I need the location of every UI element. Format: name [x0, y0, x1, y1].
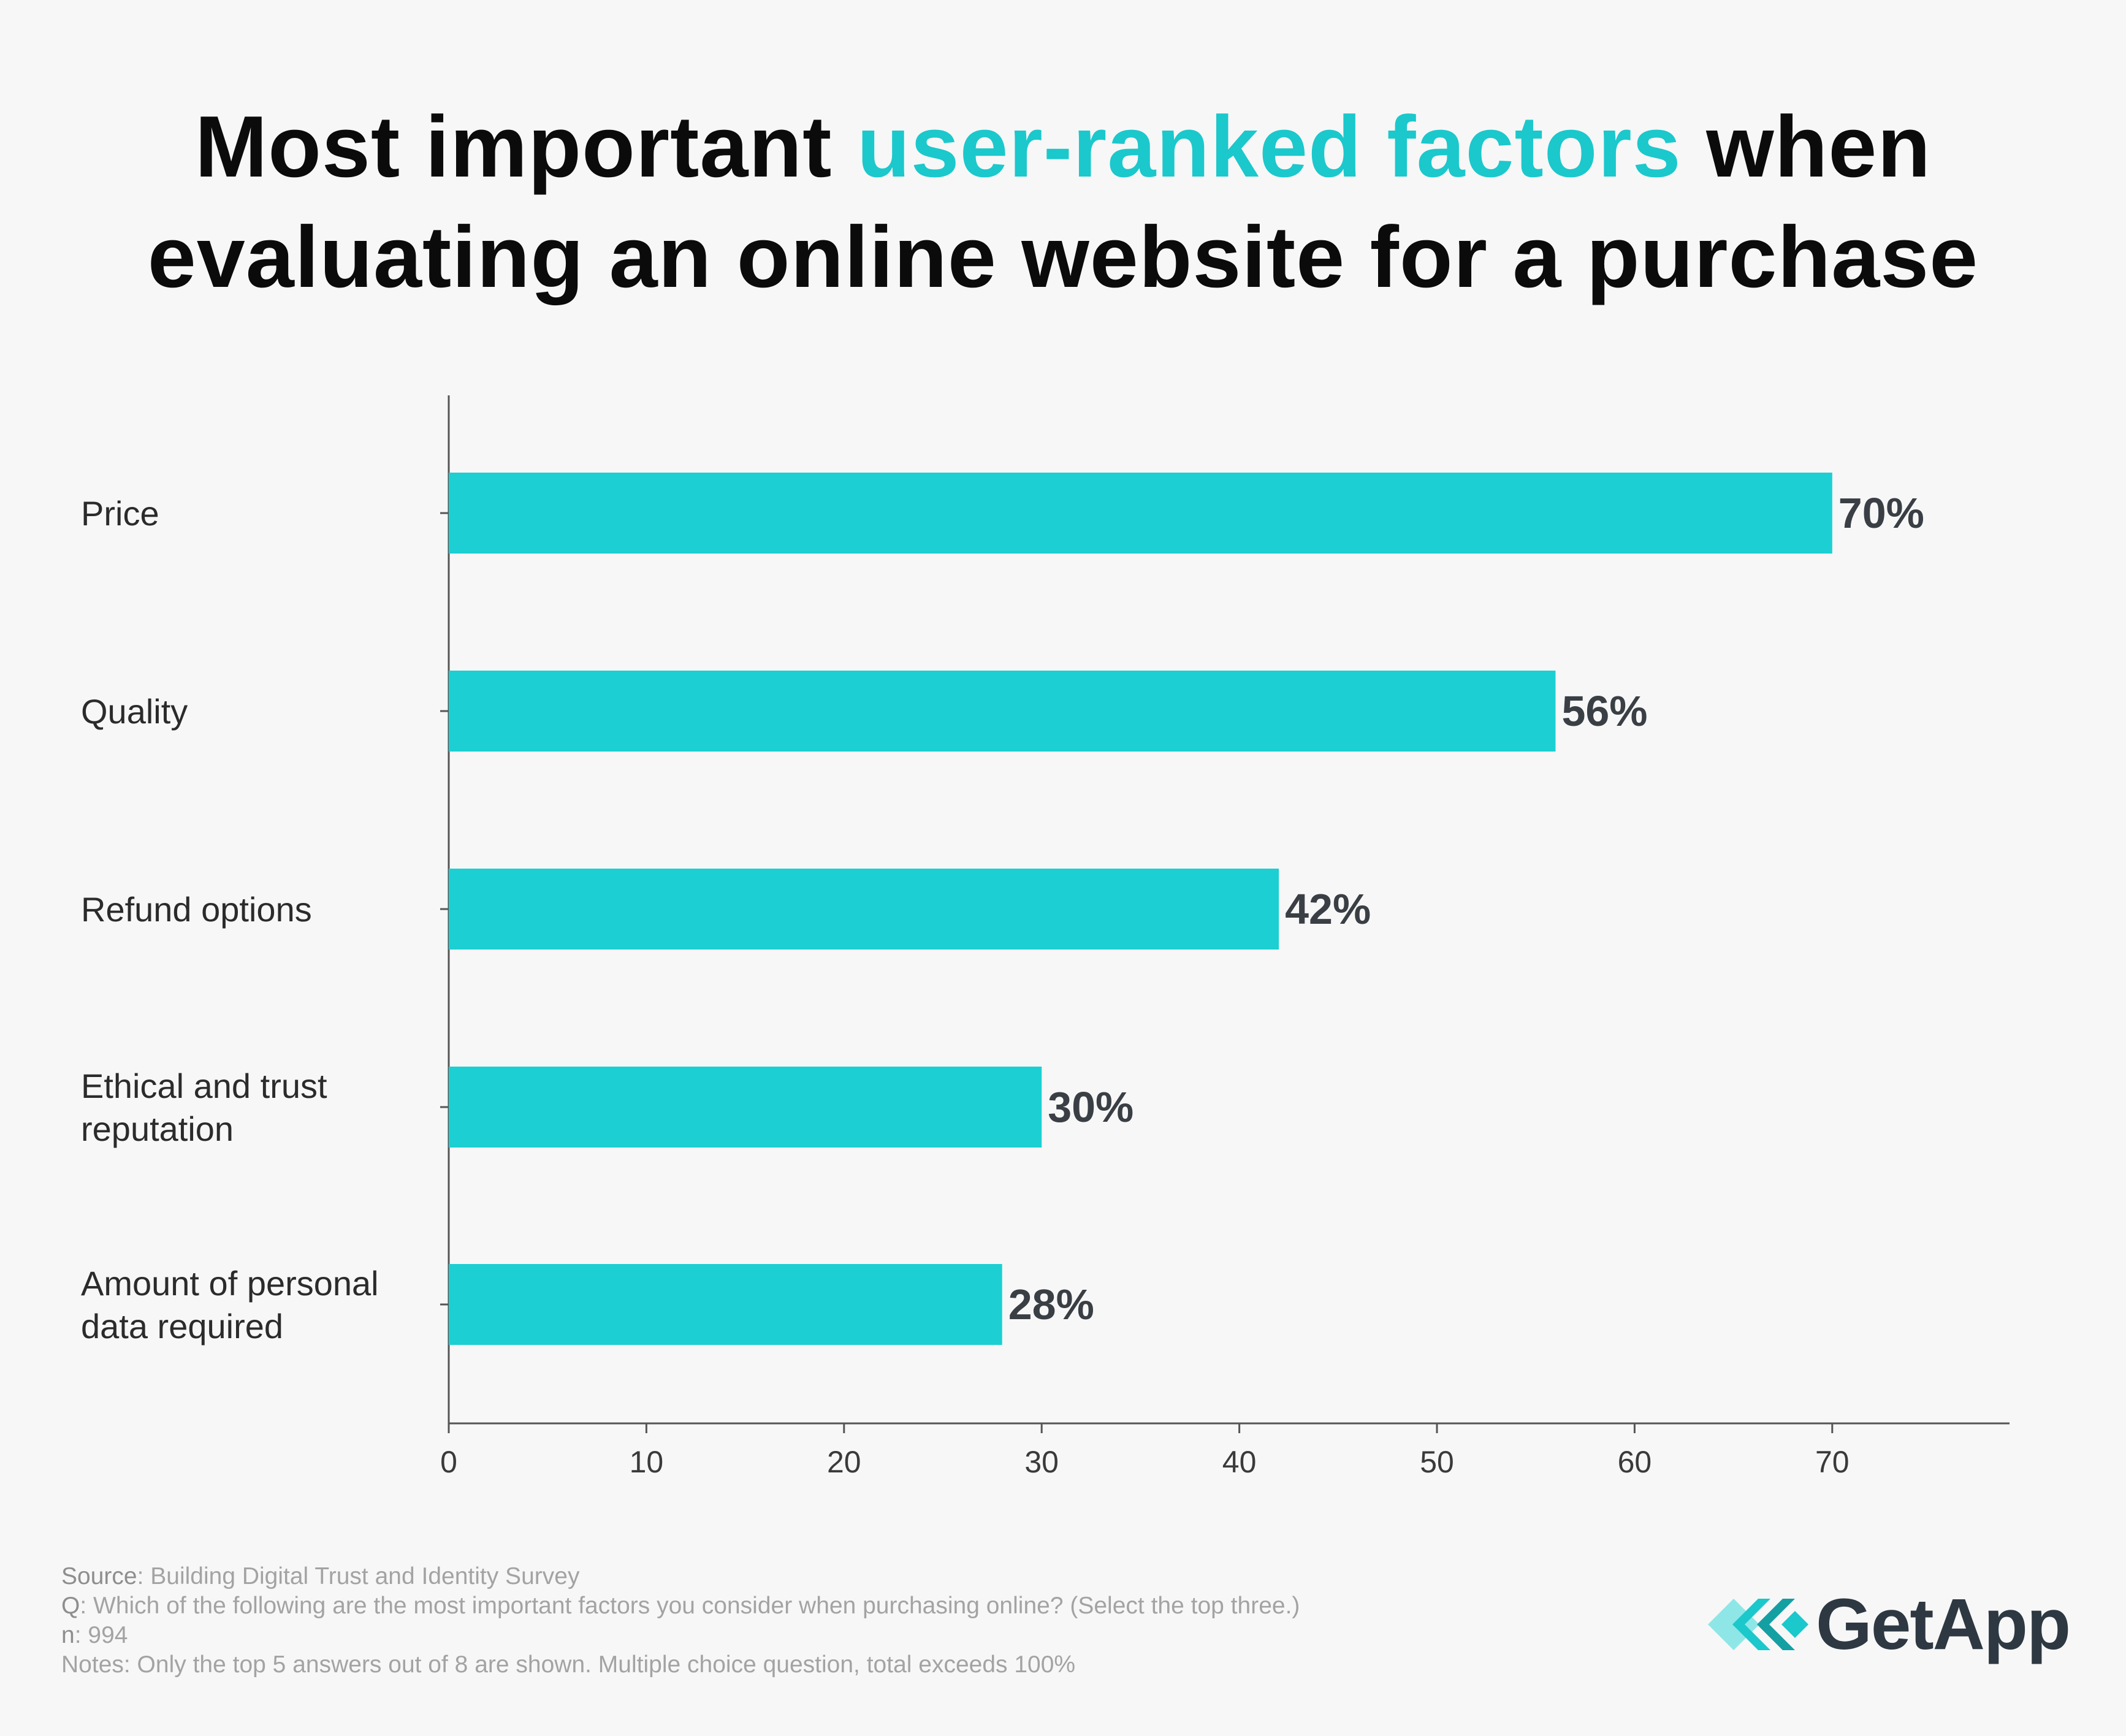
title-accent: user-ranked factors: [856, 98, 1682, 196]
bar-value-label: 56%: [1561, 687, 1647, 735]
sample-value: : 994: [74, 1622, 128, 1648]
bar-value-label: 70%: [1838, 489, 1924, 537]
bar-value-label: 30%: [1048, 1083, 1133, 1131]
chart-title: Most important user-ranked factors when …: [0, 92, 2126, 313]
source-key: Source: [61, 1563, 137, 1589]
category-label-line: data required: [81, 1307, 283, 1346]
question-line: Q: Which of the following are the most i…: [61, 1591, 1300, 1621]
category-label-line: Price: [81, 494, 159, 533]
bar-value-label: 28%: [1008, 1281, 1094, 1328]
getapp-logo-text: GetApp: [1816, 1584, 2071, 1665]
source-notes: Source: Building Digital Trust and Ident…: [61, 1562, 1300, 1680]
x-tick-label: 50: [1420, 1445, 1454, 1479]
category-label: Ethical and trust reputation: [81, 1067, 327, 1148]
sample-size-line: n: 994: [61, 1621, 1300, 1650]
title-part-2: when: [1681, 98, 1932, 196]
bar: [449, 1264, 1002, 1345]
category-label: Quality: [81, 692, 188, 731]
question-value: : Which of the following are the most im…: [80, 1593, 1300, 1619]
source-line: Source: Building Digital Trust and Ident…: [61, 1562, 1300, 1591]
x-tick-label: 70: [1815, 1445, 1850, 1479]
bar-chart: 0 10 20 30 40 50 60 70 70% Price 56% Quality 42% Refu…: [81, 395, 2010, 1479]
source-value: : Building Digital Trust and Identity Su…: [137, 1563, 580, 1589]
x-tick-label: 60: [1618, 1445, 1652, 1479]
category-label-line: Ethical and trust: [81, 1067, 327, 1105]
title-line-1: Most important user-ranked factors when: [0, 92, 2126, 202]
x-tick-label: 0: [440, 1445, 457, 1479]
x-tick-label: 40: [1222, 1445, 1257, 1479]
bar: [449, 671, 1556, 752]
notes-line: Notes: Only the top 5 answers out of 8 a…: [61, 1651, 1076, 1678]
category-label: Refund options: [81, 890, 312, 929]
getapp-logo: GetApp: [1704, 1585, 2072, 1664]
x-tick-label: 10: [630, 1445, 664, 1479]
title-part-1: Most important: [194, 98, 857, 196]
sample-key: n: [61, 1622, 75, 1648]
question-key: Q: [61, 1593, 80, 1619]
category-label-line: Amount of personal: [81, 1264, 379, 1303]
getapp-chevrons-icon: [1708, 1599, 1808, 1650]
category-label-line: Refund options: [81, 890, 312, 929]
category-label: Amount of personal data required: [81, 1264, 379, 1346]
bar: [449, 473, 1832, 554]
x-tick-label: 20: [827, 1445, 861, 1479]
title-line-2: evaluating an online website for a purch…: [147, 208, 1979, 306]
x-tick-label: 30: [1024, 1445, 1059, 1479]
category-label: Price: [81, 494, 159, 533]
bar-value-label: 42%: [1285, 885, 1371, 933]
category-label-line: reputation: [81, 1110, 234, 1148]
bar: [449, 869, 1279, 950]
bar: [449, 1067, 1042, 1148]
category-label-line: Quality: [81, 692, 188, 731]
